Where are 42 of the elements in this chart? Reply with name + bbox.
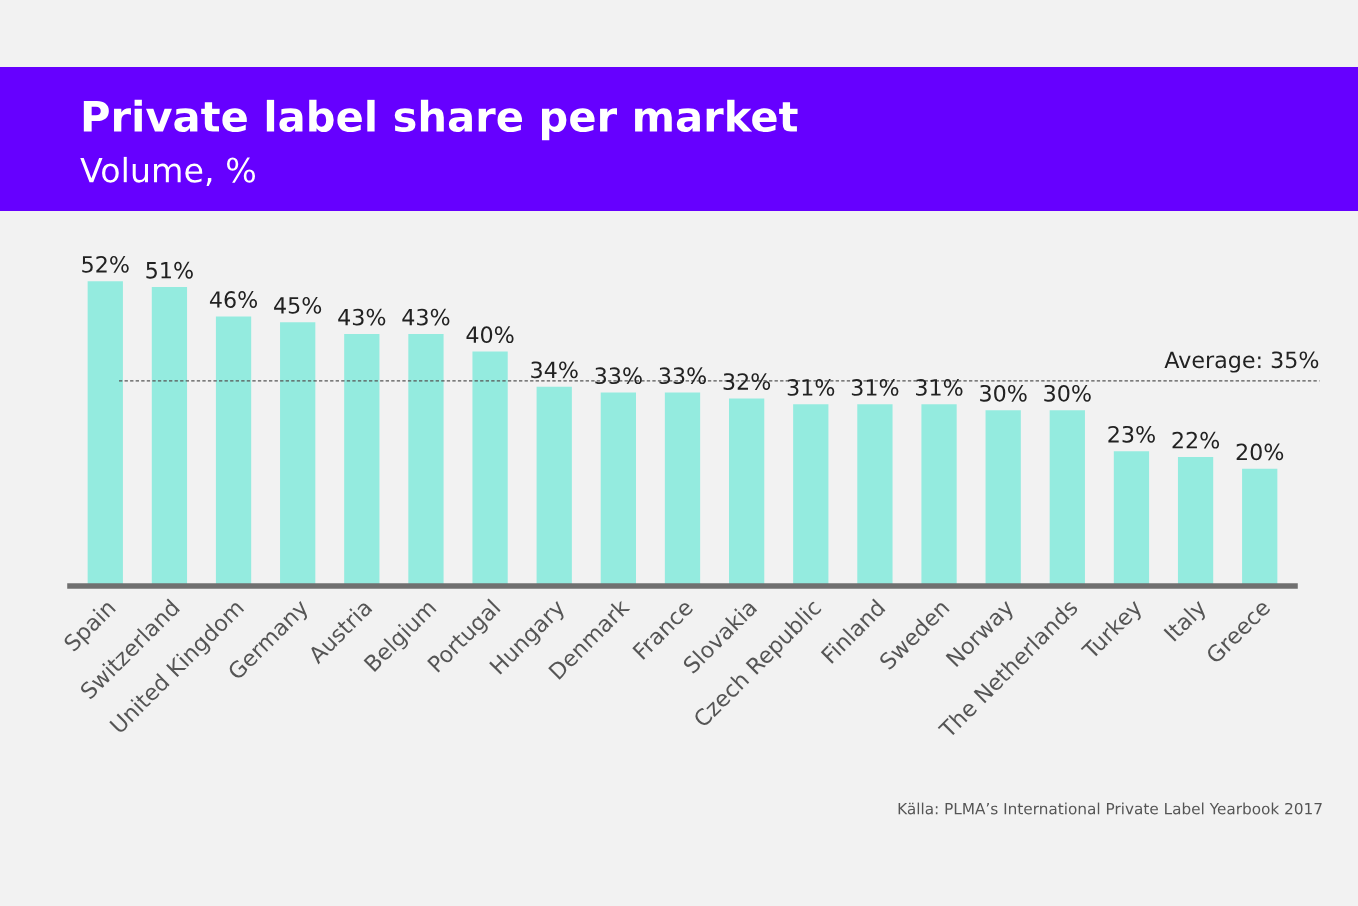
- data-label: 20%: [1236, 443, 1284, 461]
- data-label: 32%: [723, 373, 771, 390]
- data-label: 22%: [1172, 431, 1220, 449]
- data-label: 45%: [274, 296, 322, 314]
- bar: [985, 410, 1021, 586]
- data-label: 43%: [402, 308, 450, 326]
- data-label: 46%: [209, 291, 258, 308]
- bar: [408, 333, 444, 586]
- data-label: 30%: [1044, 384, 1091, 402]
- chart-title: Private label share per market: [83, 99, 798, 141]
- data-label: 43%: [338, 308, 386, 326]
- data-label: 40%: [466, 326, 514, 344]
- bar: [664, 392, 701, 586]
- bar: [1177, 457, 1214, 586]
- chart-subtitle: Volume, %: [80, 156, 255, 187]
- bar: [857, 404, 893, 586]
- bar: [536, 386, 572, 586]
- text: Källa: PLMA’s International Private Label Yearbook 2017: [898, 802, 1322, 815]
- data-label: 31%: [851, 379, 899, 396]
- bar: [280, 322, 316, 586]
- data-label: 31%: [916, 379, 963, 396]
- bar: [472, 351, 508, 586]
- bar: [87, 281, 123, 586]
- data-label: 51%: [146, 261, 193, 279]
- bar: [1113, 451, 1150, 586]
- data-label: 31%: [787, 379, 835, 396]
- bar: [793, 404, 829, 586]
- data-label: 33%: [595, 367, 642, 385]
- data-label: 52%: [82, 255, 129, 273]
- bar: [1242, 468, 1278, 586]
- bar: [600, 392, 636, 586]
- data-label: 34%: [531, 361, 578, 379]
- ref-line-label: Average: 35%: [1164, 351, 1319, 373]
- bar: [921, 404, 957, 586]
- bar: [729, 398, 765, 586]
- data-label: 30%: [980, 384, 1027, 402]
- bar: [151, 287, 188, 586]
- data-label: 33%: [659, 367, 706, 385]
- data-label: 23%: [1108, 425, 1155, 443]
- bar: [1049, 410, 1085, 586]
- bar: [215, 316, 252, 586]
- bar: [344, 333, 380, 586]
